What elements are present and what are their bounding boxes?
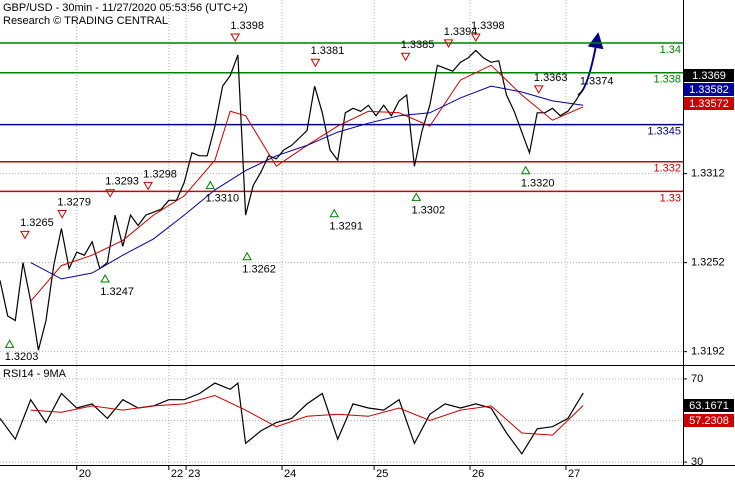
high-label: 1.3363	[534, 72, 568, 84]
chart-subtitle: Research © TRADING CENTRAL	[3, 15, 168, 27]
high-marker	[443, 39, 454, 48]
x-tick-label: 26	[472, 468, 484, 480]
low-marker	[100, 274, 110, 283]
low-label: 1.3247	[100, 286, 134, 298]
value-tag	[684, 399, 734, 412]
level-label: 1.332	[653, 163, 681, 175]
level-label: 1.3345	[647, 126, 681, 138]
chart-title: GBP/USD - 30min - 11/27/2020 05:53:56 (U…	[3, 2, 248, 14]
y-tick-label: 1.3312	[691, 168, 725, 180]
high-label: 1.3398	[471, 20, 505, 32]
x-tick-label: 22	[171, 468, 183, 480]
price-tag	[684, 83, 734, 96]
x-tick-label: 24	[284, 468, 296, 480]
high-marker	[470, 33, 481, 43]
y-tick-label: 70	[691, 373, 703, 385]
low-label: 1.3320	[521, 178, 555, 190]
low-label: 1.3310	[205, 192, 239, 204]
high-marker	[400, 52, 411, 62]
low-marker	[205, 180, 216, 190]
high-label: 1.3279	[57, 196, 91, 208]
y-tick-label: 30	[691, 456, 703, 468]
price-tag	[684, 97, 734, 110]
low-marker	[520, 165, 531, 175]
high-marker	[230, 33, 241, 43]
low-marker	[411, 192, 422, 201]
low-marker	[242, 251, 252, 261]
value-tag-label: 63.1671	[689, 400, 729, 412]
low-marker	[329, 208, 340, 218]
series-line	[30, 64, 584, 302]
high-marker	[143, 181, 153, 191]
high-label: 1.3394	[444, 26, 478, 38]
level-label: 1.34	[660, 44, 681, 56]
low-marker	[4, 339, 15, 348]
target-label: 1.3374	[580, 76, 614, 88]
series-line	[0, 381, 584, 455]
high-label: 1.3298	[143, 168, 177, 180]
x-tick-label: 20	[79, 468, 91, 480]
high-marker	[20, 230, 30, 240]
value-tag-label: 57.2308	[689, 415, 729, 427]
high-label: 1.3293	[105, 176, 139, 188]
high-marker	[57, 210, 68, 219]
price-tag-label: 1.33582	[689, 84, 729, 96]
x-tick-label: 27	[568, 468, 580, 480]
high-marker	[105, 189, 115, 198]
low-label: 1.3302	[411, 204, 445, 216]
high-label: 1.3265	[20, 217, 54, 229]
series-line	[30, 85, 584, 280]
x-tick-label: 25	[376, 468, 388, 480]
y-tick-label: 1.3252	[691, 257, 725, 269]
high-marker	[310, 58, 321, 68]
high-marker	[533, 85, 544, 94]
low-label: 1.3262	[242, 264, 276, 276]
low-label: 1.3203	[5, 351, 39, 363]
low-label: 1.3291	[329, 221, 363, 233]
series-line	[0, 49, 584, 351]
high-label: 1.3381	[311, 45, 345, 57]
level-label: 1.338	[653, 74, 681, 86]
level-label: 1.33	[660, 192, 681, 204]
value-tag	[684, 414, 734, 427]
series-line	[30, 394, 584, 436]
rsi-title: RSI14 - 9MA	[3, 368, 67, 380]
high-label: 1.3398	[230, 20, 264, 32]
high-label: 1.3385	[401, 39, 435, 51]
price-tag	[684, 69, 734, 82]
x-tick-label: 23	[188, 468, 200, 480]
price-tag-label: 1.33572	[689, 98, 729, 110]
price-tag-label: 1.3369	[692, 70, 726, 82]
y-tick-label: 1.3192	[691, 346, 725, 358]
